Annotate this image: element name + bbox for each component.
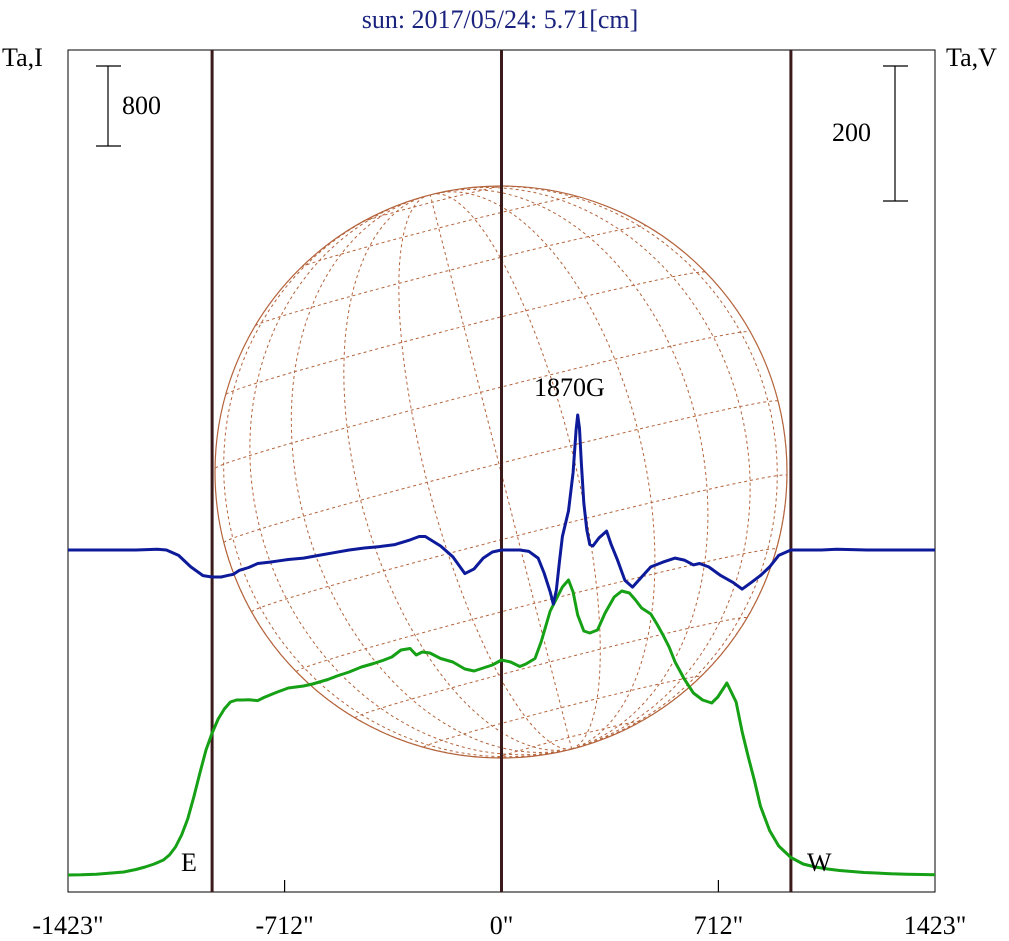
series	[67, 413, 936, 877]
grid-line	[301, 196, 579, 268]
solar-disk	[214, 185, 788, 759]
intensity-line	[67, 578, 936, 877]
grid-line	[455, 187, 751, 750]
grid-line	[437, 191, 656, 750]
left-scale-bar	[96, 65, 121, 147]
left-scale-bar-label: 800	[122, 91, 161, 120]
right-axis-label: Ta,V	[946, 43, 997, 72]
chart-title: sun: 2017/05/24: 5.71[cm]	[362, 5, 639, 34]
grid-line	[497, 720, 642, 758]
grid-line	[249, 202, 572, 756]
grid-line	[254, 225, 647, 327]
grid-line	[223, 208, 572, 758]
grid-line	[251, 474, 787, 613]
west-limb-label: W	[807, 848, 832, 877]
x-tick-label: 712"	[694, 911, 744, 940]
left-axis-label: Ta,I	[2, 43, 43, 72]
polarization-line	[68, 413, 935, 606]
grid-line	[290, 197, 572, 754]
grid-line	[472, 186, 778, 750]
x-tick-label: 1423"	[904, 911, 967, 940]
x-tick-label: 0"	[490, 911, 514, 940]
annotation-label: 1870G	[534, 373, 605, 402]
vertical-markers	[210, 50, 793, 892]
x-tick-label: -712"	[255, 911, 313, 940]
grid-line	[440, 188, 709, 750]
x-ticks: -1423" -712" 0" 712" 1423"	[32, 880, 966, 940]
right-scale-bar	[883, 65, 908, 202]
x-tick-label: -1423"	[32, 911, 103, 940]
grid-line	[398, 195, 572, 750]
grid-line	[433, 193, 601, 750]
east-limb-label: E	[181, 848, 197, 877]
grid-line	[225, 271, 706, 395]
grid-line	[343, 196, 572, 751]
right-scale-bar-label: 200	[832, 118, 871, 147]
